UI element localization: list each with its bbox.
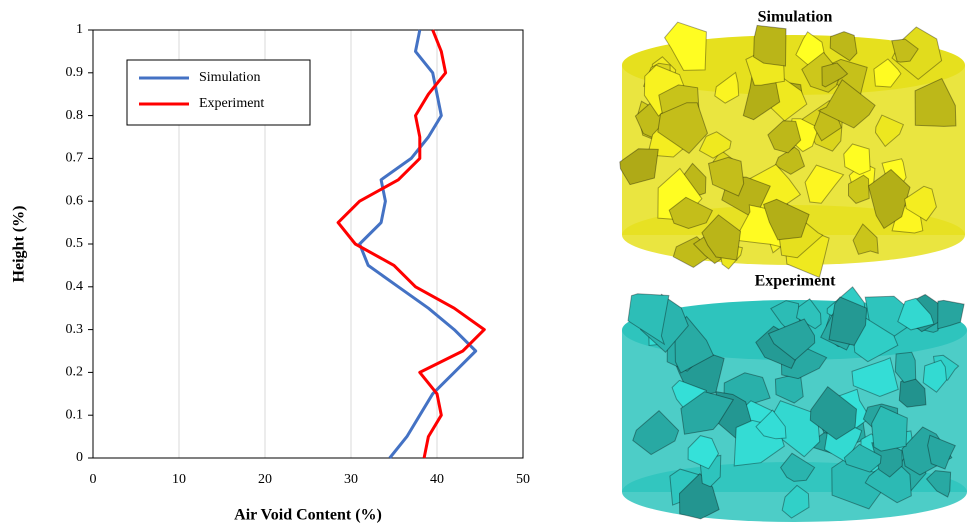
y-tick-label: 0.6 — [66, 193, 84, 208]
y-tick-label: 0.2 — [66, 365, 84, 380]
rock — [754, 25, 786, 66]
x-tick-label: 40 — [430, 472, 444, 487]
y-tick-label: 0 — [76, 450, 83, 465]
y-tick-label: 0.1 — [66, 407, 84, 422]
x-tick-label: 50 — [516, 472, 530, 487]
y-axis-title: Height (%) — [11, 206, 28, 283]
panel-title: Simulation — [758, 9, 833, 26]
y-tick-label: 0.8 — [66, 108, 84, 123]
x-tick-label: 20 — [258, 472, 272, 487]
x-axis-title: Air Void Content (%) — [234, 507, 382, 524]
panel-title: Experiment — [755, 273, 837, 290]
x-tick-label: 10 — [172, 472, 186, 487]
y-tick-label: 0.4 — [66, 279, 84, 294]
x-tick-label: 0 — [90, 472, 97, 487]
x-tick-label: 30 — [344, 472, 358, 487]
y-tick-label: 0.3 — [66, 322, 84, 337]
data-line — [360, 30, 476, 458]
figure: Air Void Content (%) Height (%) Simulati… — [0, 0, 971, 527]
legend-label: Simulation — [199, 70, 260, 85]
legend-label: Experiment — [199, 96, 264, 111]
y-tick-label: 0.5 — [66, 236, 84, 251]
y-tick-label: 0.9 — [66, 65, 84, 80]
y-tick-label: 0.7 — [66, 151, 84, 166]
y-tick-label: 1 — [76, 22, 83, 37]
